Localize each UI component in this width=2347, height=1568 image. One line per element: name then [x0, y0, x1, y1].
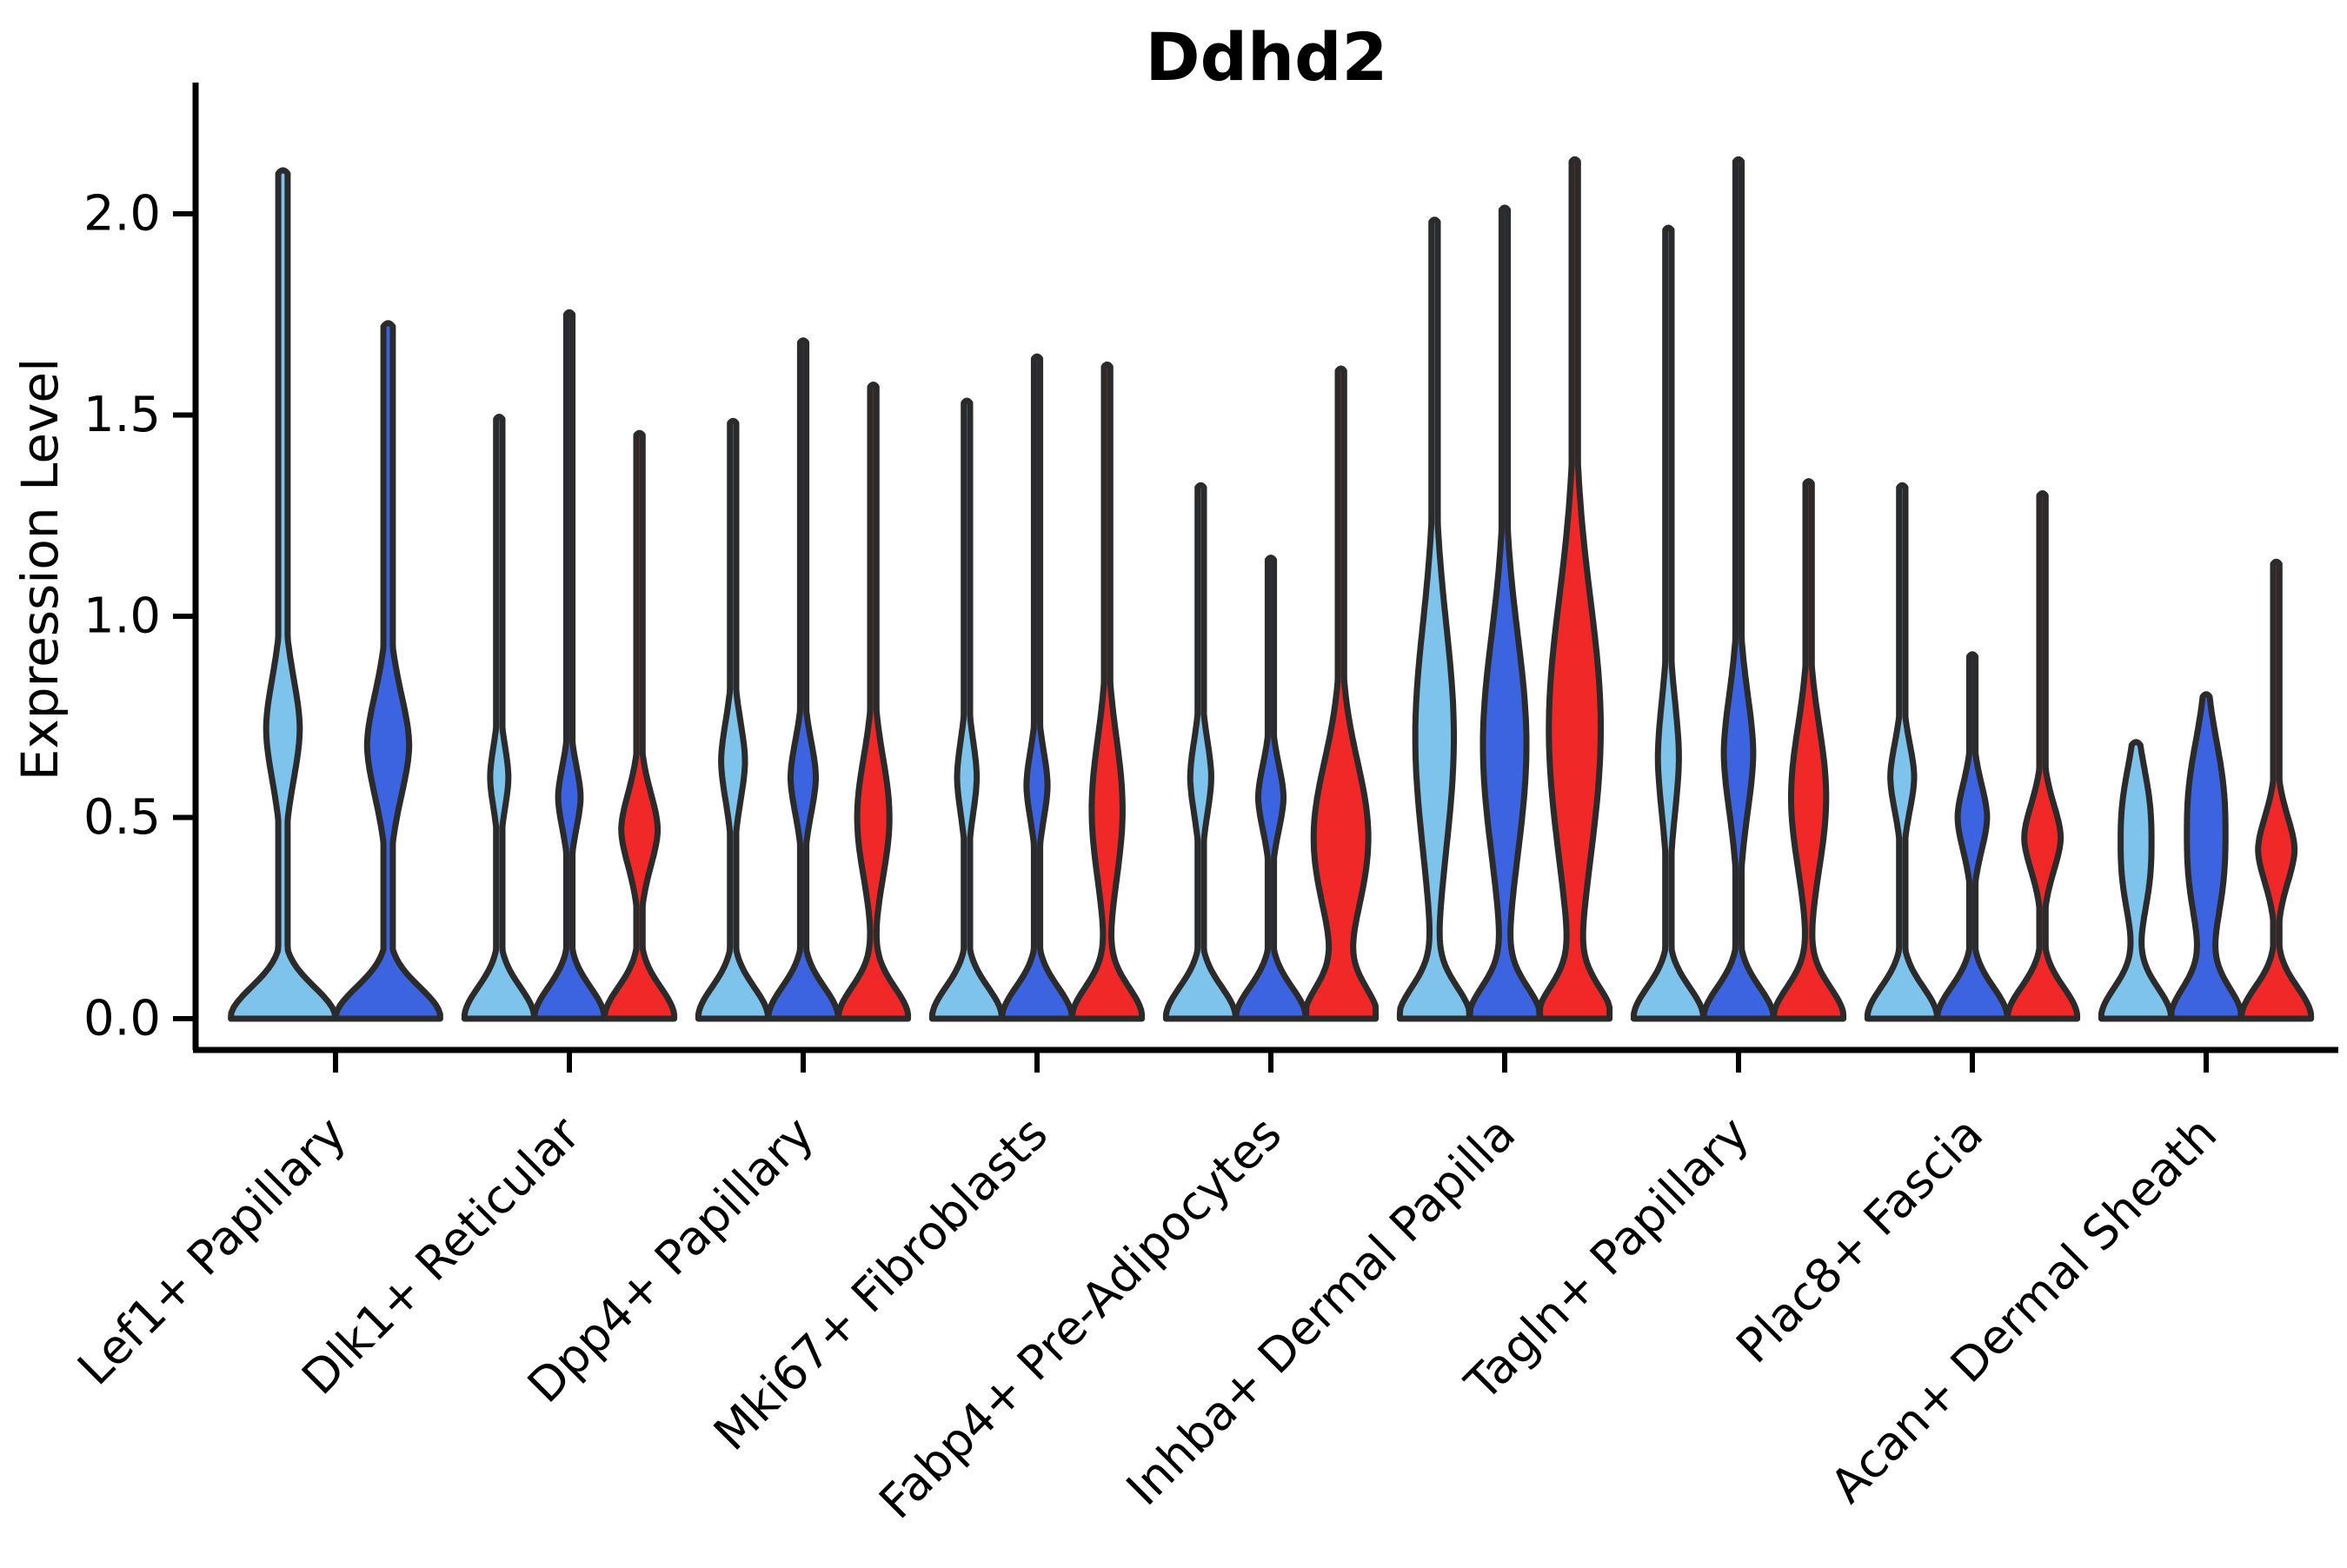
violin-red [1069, 361, 1146, 1022]
violin-light-blue [1864, 482, 1940, 1022]
violin-red [835, 382, 912, 1022]
violin-light-blue [2098, 739, 2174, 1022]
violin-royal-blue [1466, 204, 1543, 1022]
violin-light-blue [695, 417, 771, 1022]
violin-royal-blue [2168, 691, 2244, 1022]
x-tick-label: Plac8+ Fascia [1725, 1106, 1993, 1374]
violin-red [1303, 365, 1380, 1022]
violin-royal-blue [1700, 156, 1777, 1022]
y-axis-title: Expression Level [10, 358, 70, 781]
violin-royal-blue [333, 320, 443, 1022]
violin-red [1537, 156, 1613, 1022]
violin-red [2238, 558, 2315, 1022]
violin-royal-blue [1233, 555, 1309, 1022]
violin-layer [228, 156, 2315, 1022]
violin-royal-blue [531, 309, 608, 1022]
violin-light-blue [1162, 482, 1239, 1022]
x-tick-label: Acan+ Dermal Sheath [1820, 1106, 2227, 1513]
violin-light-blue [1396, 216, 1473, 1022]
violin-light-blue [228, 167, 338, 1022]
y-tick-label: 0.0 [83, 991, 161, 1047]
violin-royal-blue [765, 337, 841, 1022]
axes-layer: 0.0 0.5 1.0 1.5 2.0 [83, 83, 2338, 1073]
y-tick-label: 1.0 [83, 588, 161, 645]
violin-red [602, 429, 678, 1022]
y-tick-label: 2.0 [83, 186, 161, 243]
violin-red [1771, 478, 1847, 1022]
violin-light-blue [1630, 224, 1706, 1022]
plot-title: Ddhd2 [1146, 18, 1388, 96]
violin-royal-blue [999, 353, 1075, 1022]
x-tick-label: Fabp4+ Pre-Adipocytes [868, 1106, 1292, 1530]
y-tick-label: 0.5 [83, 789, 161, 846]
violin-light-blue [928, 397, 1005, 1022]
x-tick-label: Inhba+ Dermal Papilla [1116, 1106, 1526, 1516]
violin-red [2005, 490, 2081, 1022]
y-tick-label: 1.5 [83, 387, 161, 443]
violin-light-blue [461, 414, 537, 1022]
violin-royal-blue [1934, 651, 2011, 1022]
